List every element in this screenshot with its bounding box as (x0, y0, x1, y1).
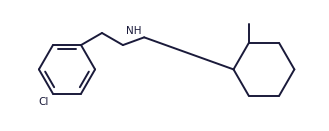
Text: NH: NH (126, 26, 141, 36)
Text: Cl: Cl (38, 97, 48, 107)
